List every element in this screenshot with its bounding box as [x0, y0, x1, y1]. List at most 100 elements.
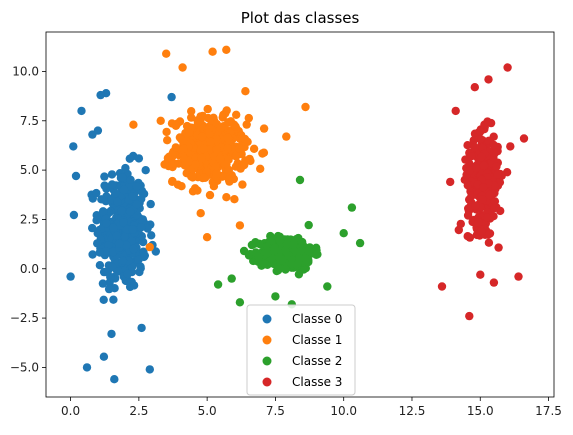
scatter-point	[467, 152, 476, 161]
scatter-point	[132, 182, 141, 191]
scatter-point	[129, 281, 139, 290]
scatter-point	[151, 247, 160, 256]
series-3	[437, 63, 529, 321]
scatter-point	[107, 329, 116, 339]
scatter-point	[145, 242, 154, 252]
scatter-point	[323, 282, 332, 291]
scatter-point	[490, 197, 500, 206]
scatter-point	[244, 113, 253, 123]
scatter-point	[168, 177, 177, 186]
legend-marker	[262, 314, 272, 324]
y-tick-label: −5.0	[10, 360, 39, 374]
scatter-point	[193, 186, 202, 195]
scatter-point	[134, 255, 143, 264]
y-tick-label: 2.5	[20, 212, 39, 226]
scatter-point	[281, 246, 290, 255]
scatter-point	[227, 274, 236, 283]
scatter-point	[298, 237, 307, 247]
scatter-point	[123, 269, 132, 279]
scatter-point	[463, 211, 473, 220]
scatter-point	[278, 255, 287, 265]
scatter-point	[93, 239, 102, 248]
scatter-point	[223, 144, 232, 153]
x-tick-label: 5.0	[198, 404, 217, 418]
scatter-point	[97, 195, 106, 204]
scatter-point	[136, 262, 145, 271]
scatter-point	[240, 134, 250, 144]
scatter-point	[71, 171, 81, 181]
scatter-point	[98, 207, 108, 216]
scatter-point	[167, 92, 176, 102]
scatter-point	[514, 272, 523, 281]
y-tick-label: 10.0	[12, 64, 39, 78]
scatter-point	[215, 154, 225, 163]
scatter-point	[107, 180, 117, 189]
scatter-point	[134, 154, 144, 163]
scatter-point	[100, 181, 109, 190]
scatter-point	[260, 259, 269, 269]
scatter-point	[209, 182, 219, 191]
scatter-point	[104, 284, 114, 294]
scatter-point	[126, 175, 135, 184]
scatter-point	[477, 152, 486, 162]
scatter-point	[456, 219, 465, 229]
scatter-point	[188, 172, 197, 181]
scatter-point	[471, 201, 480, 210]
scatter-point	[479, 183, 488, 192]
scatter-point	[120, 232, 129, 241]
scatter-point	[187, 113, 196, 122]
scatter-point	[163, 153, 173, 163]
scatter-point	[110, 375, 119, 384]
legend-marker	[262, 335, 272, 345]
scatter-point	[249, 144, 259, 153]
scatter-point	[82, 363, 92, 372]
scatter-point	[99, 295, 108, 304]
scatter-point	[88, 223, 97, 233]
series-1	[129, 45, 310, 252]
scatter-point	[494, 243, 503, 252]
scatter-point	[259, 124, 269, 133]
scatter-point	[470, 83, 479, 92]
scatter-point	[476, 127, 485, 136]
scatter-point	[222, 45, 231, 54]
scatter-point	[232, 110, 241, 120]
scatter-point	[262, 248, 272, 258]
y-tick-label: 7.5	[20, 114, 39, 128]
scatter-point	[485, 229, 495, 238]
scatter-point	[177, 182, 186, 191]
scatter-point	[465, 311, 474, 321]
scatter-point	[477, 227, 486, 236]
legend: Classe 0 Classe 1 Classe 2 Classe 3	[246, 304, 356, 396]
scatter-point	[282, 132, 291, 141]
scatter-point	[95, 261, 105, 270]
scatter-point	[178, 63, 187, 72]
scatter-point	[208, 47, 217, 56]
scatter-point	[145, 365, 154, 374]
scatter-point	[489, 278, 499, 287]
scatter-point	[216, 123, 225, 132]
scatter-point	[240, 160, 249, 170]
scatter-point	[222, 193, 231, 202]
scatter-point	[223, 133, 233, 143]
scatter-point	[492, 162, 501, 171]
scatter-point	[288, 240, 298, 250]
scatter-point	[197, 132, 207, 142]
scatter-point	[235, 144, 244, 153]
scatter-point	[191, 160, 200, 169]
scatter-point	[117, 206, 126, 216]
scatter-point	[484, 238, 494, 247]
scatter-point	[465, 166, 474, 175]
scatter-point	[108, 263, 117, 272]
scatter-point	[163, 136, 172, 145]
scatter-point	[235, 298, 245, 307]
series-0	[66, 89, 176, 384]
scatter-point	[479, 161, 488, 170]
scatter-point	[160, 160, 169, 169]
scatter-point	[281, 265, 290, 274]
y-tick-label: 5.0	[20, 163, 39, 177]
scatter-point	[171, 121, 181, 130]
scatter-point	[102, 268, 111, 277]
scatter-point	[490, 203, 499, 213]
y-tick-label: 0.0	[20, 262, 39, 276]
